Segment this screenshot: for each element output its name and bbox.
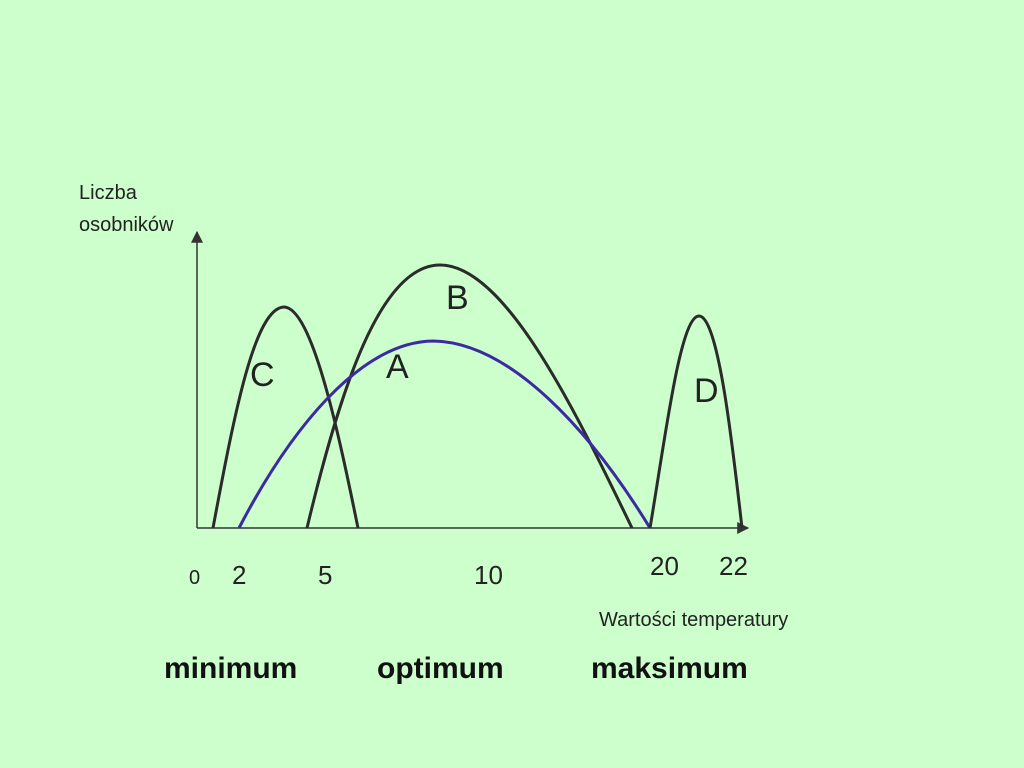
tick-label-0: 0	[189, 567, 200, 589]
curve-label-c: C	[250, 356, 275, 394]
label-optimum: optimum	[377, 652, 504, 685]
curve-d	[648, 314, 744, 529]
curve-label-d: D	[694, 372, 719, 410]
y-axis-title-line1: Liczba	[79, 182, 138, 204]
curve-a	[237, 339, 652, 529]
label-maksimum: maksimum	[591, 652, 748, 685]
tick-label-20: 20	[650, 551, 679, 581]
label-minimum: minimum	[164, 652, 297, 685]
tick-label-2: 2	[232, 560, 246, 590]
x-axis-title: Wartości temperatury	[599, 609, 788, 631]
curve-label-b: B	[446, 279, 469, 317]
curve-c	[211, 305, 360, 529]
curve-b	[305, 263, 634, 529]
tick-label-10: 10	[474, 560, 503, 590]
y-axis-title-line2: osobników	[79, 214, 174, 236]
curve-label-a: A	[386, 348, 409, 386]
tick-label-22: 22	[719, 551, 748, 581]
tick-label-5: 5	[318, 560, 332, 590]
